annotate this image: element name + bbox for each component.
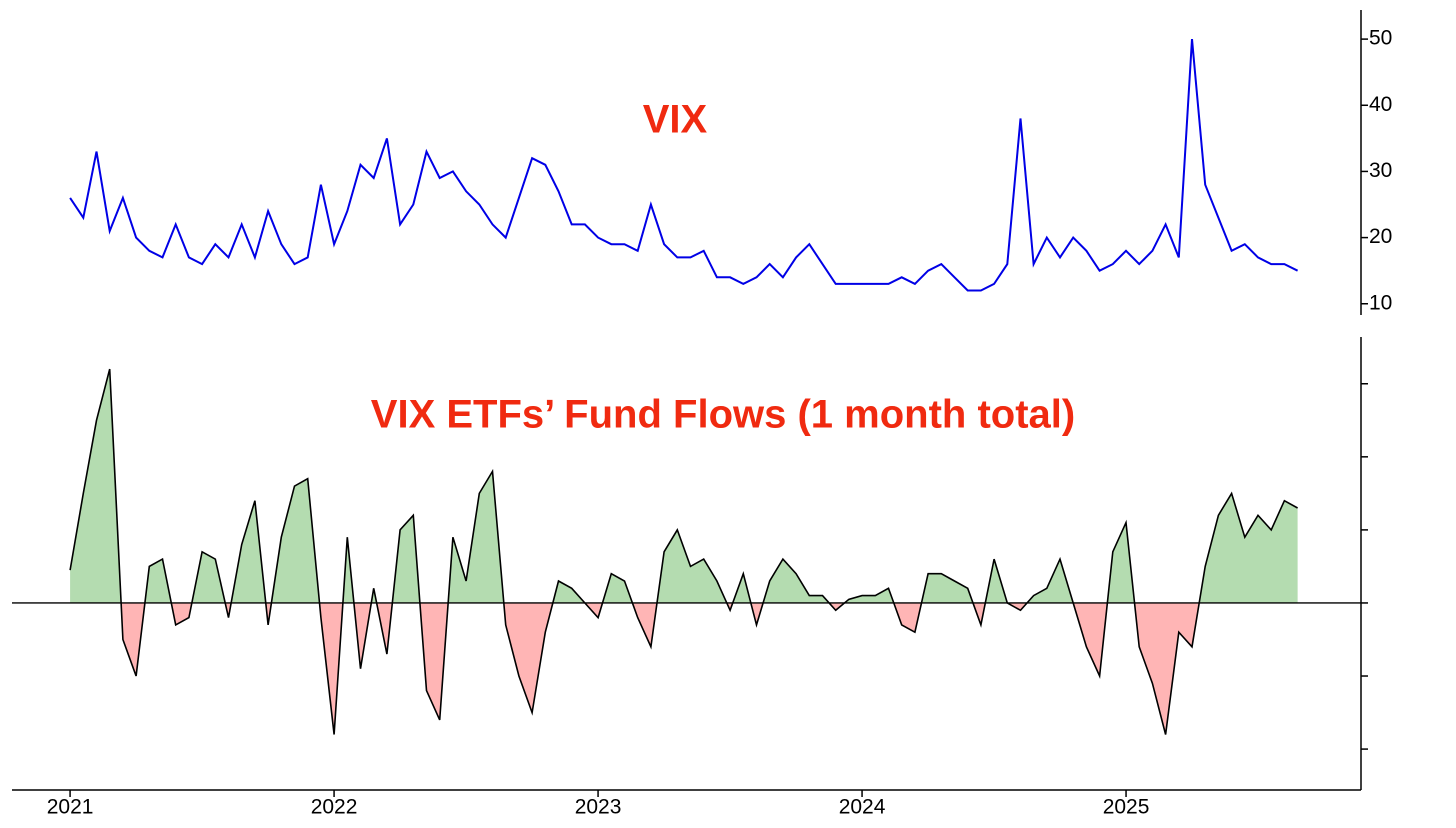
y-tick-label: 40 <box>1369 93 1392 116</box>
y-tick-label: 30 <box>1369 159 1392 182</box>
y-tick-label: 20 <box>1369 225 1392 248</box>
chart-title: VIX ETFs’ Fund Flows (1 month total) <box>371 393 1075 437</box>
chart-title: VIX <box>643 98 708 142</box>
positive-area <box>70 369 1298 603</box>
x-tick-label: 2023 <box>575 796 622 819</box>
x-tick-label: 2022 <box>311 796 358 819</box>
flow-line <box>69 368 1298 735</box>
x-tick-label: 2021 <box>47 796 94 819</box>
negative-area <box>121 603 1200 735</box>
vix-line <box>69 39 1299 292</box>
y-tick-label: 10 <box>1369 291 1392 314</box>
y-tick-label: 50 <box>1369 27 1392 50</box>
x-tick-label: 2025 <box>1103 796 1150 819</box>
x-tick-label: 2024 <box>839 796 886 819</box>
